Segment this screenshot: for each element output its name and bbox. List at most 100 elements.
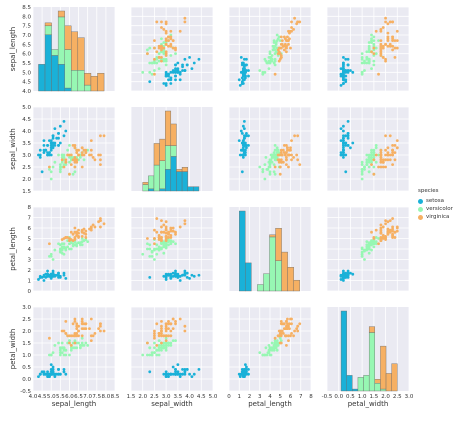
point-versicolor [167,243,170,247]
point-virginica [171,46,175,50]
point-setosa [62,134,66,138]
point-virginica [393,158,397,162]
point-virginica [285,158,288,162]
point-virginica [80,146,84,150]
point-virginica [280,329,284,333]
point-virginica [273,72,277,76]
point-virginica [183,324,187,328]
point-virginica [276,334,280,338]
point-virginica [77,235,80,238]
point-versicolor [367,244,371,248]
point-virginica [278,46,282,50]
point-setosa [183,57,187,61]
point-virginica [273,336,277,340]
point-versicolor [157,245,161,249]
point-versicolor [360,177,364,181]
point-virginica [75,231,79,235]
point-versicolor [169,242,173,246]
point-setosa [176,275,180,279]
point-virginica [295,153,299,157]
x-tick-label: 7 [299,394,303,400]
point-virginica [285,324,288,328]
point-versicolor [58,247,62,251]
point-virginica [391,48,394,52]
point-virginica [69,230,73,234]
point-setosa [48,139,51,142]
point-virginica [160,332,163,335]
point-versicolor [372,240,376,244]
point-virginica [282,322,286,326]
hist-bar-virginica [176,169,183,172]
point-versicolor [62,353,66,357]
y-tick-label: 8.5 [22,5,31,11]
point-virginica [64,332,68,335]
point-virginica [84,236,88,239]
point-virginica [160,26,163,29]
point-versicolor [164,245,168,249]
point-setosa [241,124,245,128]
point-versicolor [271,156,275,159]
point-versicolor [86,240,90,244]
panel-sepal_width-vs-petal_width [326,106,410,192]
point-setosa [342,269,345,273]
point-virginica [80,165,84,169]
point-virginica [167,39,170,42]
point-virginica [174,48,177,52]
point-versicolor [374,240,378,244]
point-versicolor [264,346,268,350]
point-virginica [60,238,64,241]
point-setosa [351,272,355,276]
point-virginica [155,50,159,54]
point-virginica [178,317,182,321]
point-virginica [289,46,292,50]
point-virginica [395,39,399,42]
point-versicolor [162,346,166,350]
point-virginica [164,29,168,33]
hist-bar-versicolor [71,70,79,92]
point-setosa [42,372,46,376]
point-virginica [384,238,387,241]
point-virginica [388,158,392,162]
point-virginica [162,28,166,31]
point-virginica [276,153,280,157]
point-virginica [379,54,383,57]
point-versicolor [261,70,265,74]
point-versicolor [148,61,152,65]
point-setosa [48,375,51,378]
point-setosa [247,74,250,78]
point-setosa [53,141,57,145]
hist-bar-versicolor [165,145,172,170]
point-virginica [386,232,390,236]
point-versicolor [62,348,66,352]
hist-bar-versicolor [357,377,364,392]
point-virginica [391,148,394,152]
point-virginica [281,332,285,335]
point-virginica [391,235,394,238]
point-versicolor [367,241,371,245]
point-versicolor [48,168,51,171]
point-virginica [386,158,390,162]
point-virginica [77,329,80,333]
point-virginica [174,232,177,236]
point-setosa [241,156,245,159]
point-setosa [344,134,348,138]
point-versicolor [277,151,281,154]
point-setosa [241,375,245,378]
point-virginica [99,219,102,223]
point-versicolor [272,163,276,166]
point-virginica [391,39,394,42]
point-setosa [346,132,350,135]
point-setosa [197,368,201,371]
x-tick-label: 1.5 [369,394,378,400]
point-setosa [241,74,245,78]
point-versicolor [153,69,156,72]
point-virginica [379,151,383,154]
point-versicolor [365,163,369,166]
point-setosa [38,156,42,159]
x-tick-label: 1.0 [358,394,367,400]
point-versicolor [153,341,156,345]
point-versicolor [141,252,145,256]
point-virginica [73,332,77,335]
point-virginica [391,20,394,24]
